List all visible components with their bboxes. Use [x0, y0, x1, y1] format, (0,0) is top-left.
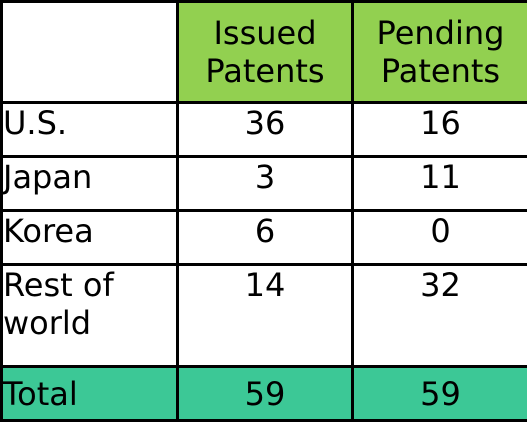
- table-row-us: U.S. 36 16: [2, 103, 527, 157]
- cell-korea-pending: 0: [353, 211, 527, 265]
- header-pending-line-1: Pending: [354, 14, 527, 52]
- table-row-japan: Japan 3 11: [2, 157, 527, 211]
- row-label-rest-of-world: Rest of world: [2, 265, 178, 367]
- cell-us-pending: 16: [353, 103, 527, 157]
- table-row-rest-of-world: Rest of world 14 32: [2, 265, 527, 367]
- header-pending-patents: Pending Patents: [353, 2, 527, 103]
- header-issued-line-1: Issued: [179, 14, 351, 52]
- cell-total-issued: 59: [178, 367, 353, 421]
- row-label-japan: Japan: [2, 157, 178, 211]
- cell-japan-issued: 3: [178, 157, 353, 211]
- corner-cell: [2, 2, 178, 103]
- header-issued-patents: Issued Patents: [178, 2, 353, 103]
- cell-us-issued: 36: [178, 103, 353, 157]
- row-label-us-line-1: U.S.: [3, 104, 176, 142]
- row-label-rest-line-1: Rest of: [3, 266, 176, 304]
- row-label-japan-line-1: Japan: [3, 158, 176, 196]
- row-label-rest-line-2: world: [3, 304, 176, 342]
- cell-rest-issued: 14: [178, 265, 353, 367]
- row-label-korea-line-1: Korea: [3, 212, 176, 250]
- header-issued-line-2: Patents: [179, 52, 351, 90]
- row-label-us: U.S.: [2, 103, 178, 157]
- cell-japan-pending: 11: [353, 157, 527, 211]
- table-row-total: Total 59 59: [2, 367, 527, 421]
- cell-total-pending: 59: [353, 367, 527, 421]
- cell-rest-pending: 32: [353, 265, 527, 367]
- row-label-total: Total: [2, 367, 178, 421]
- cell-korea-issued: 6: [178, 211, 353, 265]
- header-pending-line-2: Patents: [354, 52, 527, 90]
- header-row: Issued Patents Pending Patents: [2, 2, 527, 103]
- table-row-korea: Korea 6 0: [2, 211, 527, 265]
- row-label-korea: Korea: [2, 211, 178, 265]
